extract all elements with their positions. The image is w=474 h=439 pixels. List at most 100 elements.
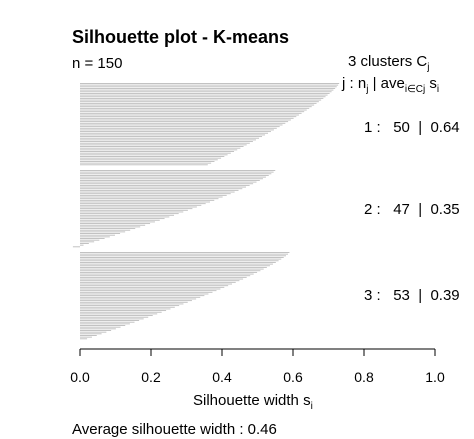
silhouette-bar-cluster-1 [80, 112, 302, 114]
silhouette-bar-cluster-3 [80, 298, 197, 300]
silhouette-bar-cluster-1 [80, 84, 339, 86]
silhouette-bar-cluster-2 [80, 188, 243, 190]
x-tick-label: 0.2 [141, 369, 161, 385]
silhouette-bar-cluster-3 [80, 321, 135, 323]
silhouette-bar-cluster-2 [80, 184, 250, 186]
cluster-2-id: 2 [364, 201, 373, 218]
silhouette-bar-cluster-2 [80, 228, 136, 230]
silhouette-bar-cluster-1 [80, 147, 241, 149]
silhouette-bar-cluster-2 [80, 241, 95, 243]
silhouette-bar-cluster-2 [80, 224, 146, 226]
silhouette-bar-cluster-2 [80, 174, 269, 176]
silhouette-bar-cluster-2 [80, 216, 170, 218]
silhouette-bar-cluster-3 [80, 333, 102, 335]
silhouette-bar-cluster-2 [80, 183, 254, 185]
silhouette-bar-cluster-1 [80, 122, 286, 124]
silhouette-bar-cluster-2 [80, 229, 131, 231]
col-n: n [357, 75, 367, 92]
silhouette-bar-cluster-2 [80, 209, 188, 211]
silhouette-bar-cluster-1 [80, 119, 291, 121]
silhouette-bar-cluster-1 [80, 137, 260, 139]
silhouette-bar-cluster-1 [80, 99, 322, 101]
silhouette-bar-cluster-2 [80, 233, 121, 234]
cluster-3-size: 53 [393, 287, 410, 304]
cluster-count: 3 [348, 53, 357, 70]
silhouette-bar-cluster-3 [80, 290, 217, 292]
silhouette-bar-cluster-1 [80, 161, 215, 162]
silhouette-bar-cluster-3 [80, 296, 201, 298]
silhouette-bar-cluster-3 [80, 320, 140, 321]
silhouette-bar-cluster-1 [80, 107, 310, 109]
silhouette-bar-cluster-3 [80, 295, 205, 297]
silhouette-bar-cluster-1 [80, 127, 277, 129]
clusters-header: 3 clusters Cj [348, 54, 429, 73]
silhouette-bar-cluster-3 [80, 255, 287, 257]
silhouette-bar-cluster-1 [80, 83, 340, 84]
silhouette-bar-cluster-2 [80, 211, 184, 213]
cluster-symbol: C [416, 53, 428, 70]
cluster-2-summary: 2 : 47 | 0.35 [364, 201, 460, 218]
silhouette-bar-cluster-2 [80, 213, 179, 215]
silhouette-bar-cluster-3 [80, 316, 149, 318]
sample-size-label: n = 150 [72, 55, 123, 72]
silhouette-bar-cluster-1 [80, 151, 235, 152]
cluster-1-average: 0.64 [430, 119, 460, 136]
silhouette-bar-cluster-1 [80, 97, 324, 99]
silhouette-bar-cluster-1 [80, 164, 208, 166]
silhouette-bar-cluster-1 [80, 104, 315, 106]
silhouette-bar-cluster-1 [80, 101, 319, 103]
silhouette-bar-cluster-2 [80, 189, 239, 191]
silhouette-bar-cluster-2 [80, 239, 100, 241]
silhouette-bar-cluster-1 [80, 96, 326, 98]
silhouette-bar-cluster-2 [80, 181, 257, 183]
silhouette-bar-cluster-2 [80, 223, 151, 225]
silhouette-bar-cluster-3 [80, 293, 209, 295]
silhouette-bar-cluster-3 [80, 265, 270, 267]
silhouette-bar-cluster-3 [80, 305, 180, 307]
silhouette-bar-cluster-3 [80, 308, 171, 310]
silhouette-bar-cluster-3 [80, 311, 162, 313]
silhouette-bar-cluster-2 [80, 173, 272, 175]
silhouette-bar-cluster-2 [80, 234, 115, 236]
silhouette-bar-cluster-3 [80, 300, 192, 302]
silhouette-bar-cluster-1 [80, 136, 263, 138]
cluster-symbol-subscript: j [427, 62, 430, 73]
silhouette-bar-cluster-3 [80, 252, 290, 253]
silhouette-bar-cluster-1 [80, 144, 247, 146]
silhouette-bar-cluster-3 [80, 275, 251, 277]
silhouette-bar-cluster-1 [80, 106, 312, 108]
silhouette-bar-cluster-3 [80, 285, 229, 287]
silhouette-bar-cluster-3 [80, 303, 184, 305]
silhouette-bar-cluster-1 [80, 117, 294, 119]
silhouette-bar-cluster-2 [80, 191, 235, 193]
columns-header: j : nj | avei∈Cj si [342, 75, 440, 95]
silhouette-bar-cluster-1 [80, 142, 250, 144]
silhouette-bar-cluster-3 [80, 253, 289, 255]
silhouette-bar-cluster-1 [80, 146, 244, 147]
silhouette-bar-cluster-3 [80, 306, 175, 308]
silhouette-bar-cluster-2 [80, 219, 160, 221]
silhouette-bar-cluster-1 [80, 129, 274, 131]
silhouette-bar-cluster-3 [80, 328, 116, 330]
clusters-word: clusters [360, 53, 413, 70]
silhouette-bar-cluster-3 [80, 270, 261, 272]
silhouette-bar-cluster-1 [80, 92, 330, 94]
average-silhouette-label: Average silhouette width : [72, 421, 244, 438]
silhouette-bar-cluster-1 [80, 141, 253, 143]
silhouette-bar-cluster-2 [80, 236, 110, 238]
silhouette-bar-cluster-2 [80, 214, 175, 216]
x-tick-label: 0.8 [354, 369, 374, 385]
silhouette-bar-cluster-1 [80, 159, 218, 161]
silhouette-bar-cluster-1 [80, 124, 283, 126]
silhouette-bar-cluster-2 [80, 193, 231, 195]
silhouette-bar-cluster-3 [80, 266, 267, 268]
silhouette-bar-cluster-3 [80, 325, 126, 326]
silhouette-bar-cluster-3 [80, 315, 153, 317]
x-tick-label: 0.6 [283, 369, 303, 385]
silhouette-bar-cluster-2 [80, 208, 193, 210]
silhouette-bar-cluster-2 [72, 246, 80, 248]
silhouette-bar-cluster-2 [80, 226, 141, 228]
cluster-1-size: 50 [393, 119, 410, 136]
silhouette-bar-cluster-2 [80, 231, 126, 233]
x-tick-label: 1.0 [425, 369, 445, 385]
